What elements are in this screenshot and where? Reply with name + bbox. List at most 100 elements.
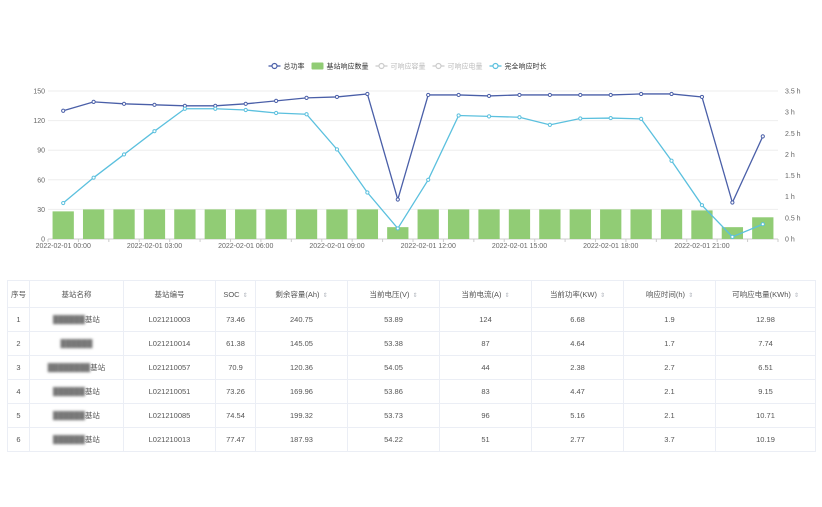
bar-station-count[interactable] bbox=[417, 209, 439, 239]
sort-icon[interactable]: ⇕ bbox=[793, 292, 799, 299]
table-row[interactable]: 4 ██████基站 L021210051 73.26 169.96 53.86 83 4.4… bbox=[7, 379, 816, 404]
point-power[interactable] bbox=[486, 93, 492, 99]
point-duration[interactable] bbox=[365, 190, 370, 195]
point-power[interactable] bbox=[456, 92, 461, 98]
point-power[interactable] bbox=[365, 91, 370, 97]
bar-station-count[interactable] bbox=[478, 209, 500, 239]
point-duration[interactable] bbox=[121, 152, 127, 157]
bar-station-count[interactable] bbox=[508, 209, 531, 239]
sort-icon[interactable]: ⇕ bbox=[504, 292, 510, 299]
point-duration[interactable] bbox=[274, 110, 279, 116]
sort-icon[interactable]: ⇕ bbox=[688, 292, 694, 299]
bar-station-count[interactable] bbox=[235, 209, 257, 239]
column-header-label: 当前电流(A) bbox=[461, 289, 502, 299]
point-power[interactable] bbox=[730, 200, 735, 205]
point-power[interactable] bbox=[699, 94, 705, 100]
point-power[interactable] bbox=[304, 95, 309, 101]
bar-station-count[interactable] bbox=[326, 209, 348, 239]
table-row[interactable]: 3 ████████基站 L021210057 70.9 120.36 54.05 44 2.… bbox=[7, 355, 816, 380]
bar-station-count[interactable] bbox=[295, 209, 318, 239]
point-duration[interactable] bbox=[182, 106, 187, 111]
legend-swatch-marker[interactable] bbox=[378, 62, 385, 70]
point-duration[interactable] bbox=[517, 115, 522, 120]
legend-swatch-marker[interactable] bbox=[271, 62, 278, 70]
point-power[interactable] bbox=[243, 101, 248, 106]
point-power[interactable] bbox=[91, 99, 96, 104]
bar-station-count[interactable] bbox=[52, 211, 74, 239]
point-duration[interactable] bbox=[213, 106, 218, 111]
bar-station-count[interactable] bbox=[387, 227, 409, 239]
point-power[interactable] bbox=[578, 92, 583, 98]
bar-station-count[interactable] bbox=[752, 217, 774, 239]
legend-swatch[interactable] bbox=[311, 62, 324, 70]
point-duration[interactable] bbox=[91, 175, 96, 180]
column-header[interactable]: 当前电流(A) ⇕ bbox=[439, 280, 532, 308]
point-power[interactable] bbox=[334, 94, 340, 100]
point-duration[interactable] bbox=[760, 222, 765, 227]
bar-station-count[interactable] bbox=[82, 209, 105, 239]
column-header[interactable]: 可响应电量(KWh) ⇕ bbox=[715, 280, 816, 308]
point-duration[interactable] bbox=[395, 226, 400, 231]
point-power[interactable] bbox=[547, 92, 552, 98]
legend-swatch-marker[interactable] bbox=[492, 62, 499, 70]
point-power[interactable] bbox=[274, 98, 279, 103]
point-power[interactable] bbox=[517, 92, 522, 98]
column-header[interactable]: 剩余容量(Ah) ⇕ bbox=[255, 280, 348, 308]
point-power[interactable] bbox=[152, 102, 157, 107]
sort-icon[interactable]: ⇕ bbox=[322, 292, 328, 299]
table-row[interactable]: 2 ██████ L021210014 61.38 145.05 53.38 87 4.64 1… bbox=[7, 331, 816, 356]
point-power[interactable] bbox=[760, 134, 765, 139]
bar-station-count[interactable] bbox=[600, 209, 622, 239]
table-row[interactable]: 1 ██████基站 L021210003 73.46 240.75 53.89 124 6.… bbox=[7, 307, 816, 332]
bar-station-count[interactable] bbox=[660, 209, 683, 239]
point-duration[interactable] bbox=[304, 112, 309, 117]
table-row[interactable]: 6 ██████基站 L021210013 77.47 187.93 54.22 51 2.7… bbox=[7, 427, 816, 452]
point-duration[interactable] bbox=[426, 177, 431, 182]
bar-station-count[interactable] bbox=[265, 209, 287, 239]
point-duration[interactable] bbox=[730, 234, 735, 239]
bar-station-count[interactable] bbox=[113, 209, 135, 239]
point-duration[interactable] bbox=[334, 147, 340, 152]
point-duration[interactable] bbox=[486, 114, 492, 119]
point-duration[interactable] bbox=[152, 129, 157, 134]
point-duration[interactable] bbox=[669, 158, 674, 163]
point-duration[interactable] bbox=[608, 115, 613, 121]
point-power[interactable] bbox=[395, 197, 400, 202]
column-header[interactable]: 当前功率(KW) ⇕ bbox=[531, 280, 624, 308]
bar-station-count[interactable] bbox=[721, 227, 744, 239]
legend-swatch-marker[interactable] bbox=[435, 62, 442, 70]
point-duration[interactable] bbox=[578, 116, 583, 121]
table-cell: 240.75 bbox=[255, 307, 348, 332]
point-power[interactable] bbox=[669, 91, 674, 97]
bar-station-count[interactable] bbox=[691, 210, 713, 239]
bar-station-count[interactable] bbox=[630, 209, 652, 239]
bar-station-count[interactable] bbox=[356, 209, 379, 239]
point-duration[interactable] bbox=[243, 107, 248, 113]
column-header[interactable]: 当前电压(V) ⇕ bbox=[347, 280, 440, 308]
bar-station-count[interactable] bbox=[447, 209, 470, 239]
point-power[interactable] bbox=[61, 108, 66, 113]
point-duration[interactable] bbox=[547, 122, 552, 127]
column-header[interactable]: SOC ⇕ bbox=[215, 280, 256, 308]
point-power[interactable] bbox=[121, 101, 127, 106]
table-row[interactable]: 5 ██████基站 L021210085 74.54 199.32 53.73 96 5.1… bbox=[7, 403, 816, 428]
point-power[interactable] bbox=[639, 91, 644, 97]
sort-icon[interactable]: ⇕ bbox=[412, 292, 418, 299]
point-power[interactable] bbox=[426, 92, 431, 98]
table-cell: 169.96 bbox=[255, 379, 348, 404]
sort-icon[interactable]: ⇕ bbox=[242, 292, 248, 299]
point-power[interactable] bbox=[608, 92, 613, 98]
bar-station-count[interactable] bbox=[569, 209, 591, 239]
bar-station-count[interactable] bbox=[174, 209, 196, 239]
bar-station-count[interactable] bbox=[539, 209, 561, 239]
bar-station-count[interactable] bbox=[204, 209, 226, 239]
redacted-text: ██████ bbox=[53, 387, 85, 396]
bar-station-count[interactable] bbox=[143, 209, 166, 239]
column-header[interactable]: 响应时间(h) ⇕ bbox=[623, 280, 716, 308]
column-header-label: 序号 bbox=[11, 289, 26, 299]
sort-icon[interactable]: ⇕ bbox=[600, 292, 606, 299]
point-duration[interactable] bbox=[639, 116, 644, 122]
point-duration[interactable] bbox=[699, 203, 705, 208]
point-duration[interactable] bbox=[61, 200, 66, 206]
point-duration[interactable] bbox=[456, 113, 461, 118]
